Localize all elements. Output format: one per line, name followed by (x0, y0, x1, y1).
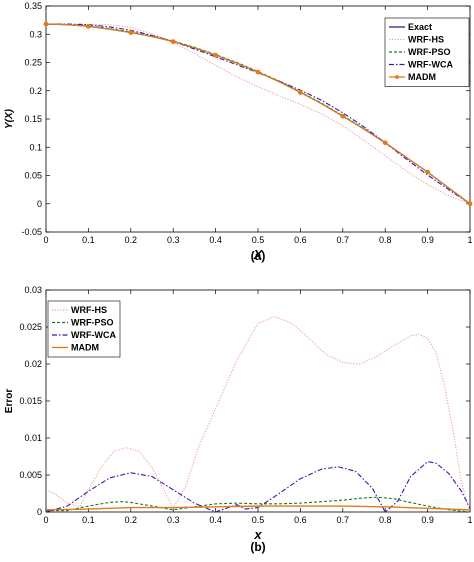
legend-entry: Exact (408, 22, 432, 32)
series-point-madm (43, 21, 49, 27)
legend: Exact WRF-HS WRF-PSO WRF-WCA MADM (384, 17, 470, 87)
y-tick-label: 0.025 (19, 322, 42, 332)
x-tick-label: 0.8 (379, 235, 392, 245)
y-tick-label: 0.15 (24, 114, 42, 124)
legend-box (47, 300, 121, 358)
y-tick-label: 0 (37, 507, 42, 517)
x-tick-label: 0.6 (294, 235, 307, 245)
series-point-madm (467, 201, 473, 207)
series-line-wrf-hs (45, 23, 471, 205)
y-tick-label: -0.05 (21, 227, 42, 237)
x-tick-label: 0.5 (252, 515, 265, 525)
series-point-madm (255, 69, 261, 75)
x-tick-label: 0.7 (337, 515, 350, 525)
legend-entry: WRF-HS (408, 35, 444, 45)
x-tick-label: 0.2 (125, 235, 138, 245)
y-axis-label: Error (4, 389, 15, 414)
series-point-madm (340, 113, 346, 119)
x-tick-label: 0.4 (209, 515, 222, 525)
x-axis-label: x (253, 527, 262, 542)
x-tick-label: 0.9 (421, 235, 434, 245)
series-line-wrf-wca (46, 23, 471, 205)
y-tick-label: 0.2 (29, 86, 42, 96)
panel-label: (a) (251, 249, 266, 263)
series-point-madm (170, 39, 176, 44)
x-tick-label: 0.5 (252, 235, 265, 245)
legend-entry: MADM (408, 72, 436, 82)
legend-entry: WRF-WCA (71, 330, 116, 340)
series-point-madm (425, 169, 431, 175)
y-tick-label: 0.02 (24, 359, 42, 369)
x-tick-label: 1 (467, 515, 472, 525)
legend-entry: WRF-PSO (71, 318, 114, 328)
x-tick-label: 0 (43, 515, 48, 525)
x-tick-label: 0.1 (82, 235, 95, 245)
y-tick-label: 0.3 (29, 29, 42, 39)
y-tick-label: 0.1 (29, 142, 42, 152)
x-tick-label: 0.7 (337, 235, 350, 245)
y-tick-label: 0.015 (19, 396, 42, 406)
x-tick-label: 0.3 (167, 515, 180, 525)
x-tick-label: 0.3 (167, 235, 180, 245)
legend-entry: WRF-PSO (408, 47, 451, 57)
x-tick-label: 1 (467, 235, 472, 245)
y-tick-label: 0.005 (19, 470, 42, 480)
chart-panel-b: 0 0.1 0.2 0.3 0.4 0.5 0.6 0.7 0.8 0.9 1 0 0.005 0.01 0… (4, 285, 473, 554)
chart-panel-a: 0 0.1 0.2 0.3 0.4 0.5 0.6 0.7 0.8 0.9 1-0.0500.050… (4, 1, 473, 263)
legend-marker (395, 75, 399, 79)
legend-entry: MADM (71, 343, 99, 353)
legend-entry: WRF-WCA (408, 60, 453, 70)
x-tick-label: 0.4 (209, 235, 222, 245)
x-tick-label: 0.2 (125, 515, 138, 525)
x-tick-label: 0 (43, 235, 48, 245)
series-line-wrf-wca (45, 461, 471, 513)
y-tick-label: 0.25 (24, 58, 42, 68)
series-line-wrf-pso (46, 496, 471, 513)
y-tick-label: 0.03 (24, 285, 42, 295)
y-tick-label: 0.35 (24, 1, 42, 11)
x-axis-label: X (253, 247, 264, 262)
series-point-madm (86, 23, 91, 29)
series-point-madm (128, 30, 134, 35)
series-point-madm (213, 52, 219, 58)
legend-entry: WRF-HS (71, 305, 107, 315)
series-point-madm (382, 140, 388, 146)
y-tick-label: 0 (37, 199, 42, 209)
y-tick-label: 0.01 (24, 433, 42, 443)
y-axis-label: Y(X) (4, 108, 15, 129)
panel-label: (b) (250, 540, 265, 554)
series-point-madm (298, 90, 303, 95)
series-line-madm (45, 505, 471, 511)
x-tick-label: 0.1 (82, 515, 95, 525)
y-tick-label: 0.05 (24, 171, 42, 181)
x-tick-label: 0.9 (421, 515, 434, 525)
x-tick-label: 0.8 (379, 515, 392, 525)
legend: WRF-HS WRF-PSO WRF-WCA MADM (47, 300, 121, 358)
series-line-wrf-hs (45, 316, 471, 513)
x-tick-label: 0.6 (294, 515, 307, 525)
